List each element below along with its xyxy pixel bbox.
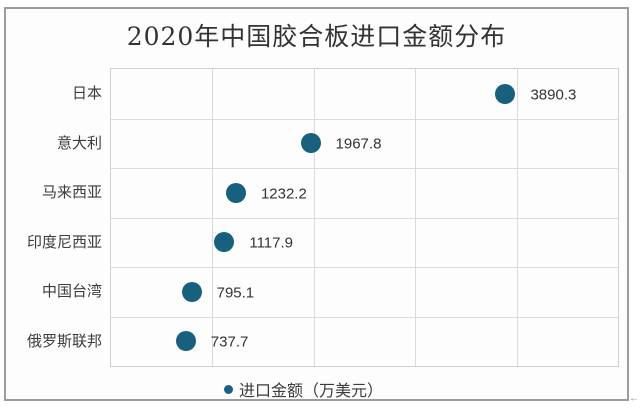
data-point — [175, 331, 196, 352]
data-label: 1967.8 — [335, 135, 382, 153]
data-point — [495, 83, 516, 104]
category-label: 中国台湾 — [41, 283, 102, 301]
data-label: 1117.9 — [249, 234, 293, 252]
chart-title: 2020年中国胶合板进口金额分布 — [126, 22, 507, 51]
category-label: 俄罗斯联邦 — [26, 332, 102, 350]
legend-marker-icon — [223, 384, 233, 394]
data-label: 737.7 — [210, 333, 249, 351]
data-point — [225, 182, 246, 203]
horizontal-gridline — [111, 267, 618, 268]
y-axis-labels: 日本意大利马来西亚印度尼西亚中国台湾俄罗斯联邦 — [6, 68, 102, 365]
horizontal-gridline — [111, 118, 618, 120]
data-point — [300, 133, 321, 154]
category-label: 日本 — [71, 85, 102, 103]
horizontal-gridline — [111, 316, 618, 318]
category-label: 马来西亚 — [41, 184, 102, 202]
category-label: 意大利 — [56, 134, 102, 152]
plot-area: 3890.3 1967.8 1232.2 1117.9 795.1 737.7 — [110, 68, 619, 367]
category-label: 印度尼西亚 — [26, 233, 102, 251]
data-label: 3890.3 — [530, 86, 577, 104]
legend: 进口金额（万美元） — [0, 377, 614, 401]
horizontal-gridline — [111, 168, 618, 169]
legend-label: 进口金额（万美元） — [238, 383, 383, 400]
chart-frame: 2020年中国胶合板进口金额分布 3890.3 1967.8 1232.2 1117.… — [4, 7, 629, 401]
watermark-fragment: ← — [629, 393, 639, 404]
data-label: 795.1 — [216, 284, 255, 302]
data-point — [181, 281, 202, 302]
horizontal-gridline — [111, 217, 618, 219]
data-label: 1232.2 — [260, 185, 307, 203]
data-point — [214, 232, 235, 253]
